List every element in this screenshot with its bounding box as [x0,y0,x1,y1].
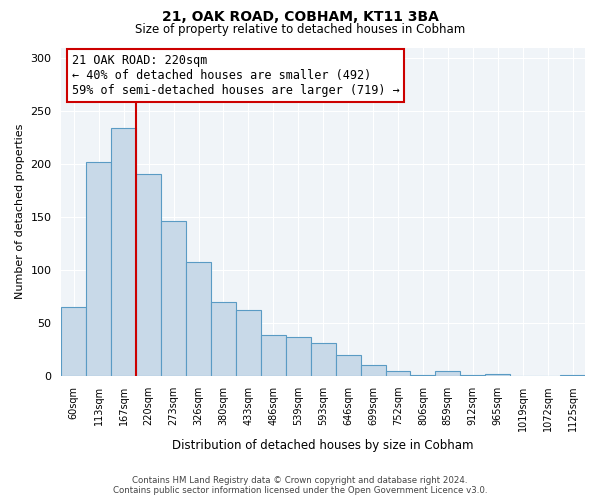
Bar [211,302,236,376]
Bar [361,366,386,376]
Text: Contains HM Land Registry data © Crown copyright and database right 2024.
Contai: Contains HM Land Registry data © Crown c… [113,476,487,495]
Bar [86,162,111,376]
Bar [311,343,335,376]
Bar [236,310,261,376]
Bar [386,370,410,376]
Bar [286,336,311,376]
Bar [335,355,361,376]
Bar [136,174,161,376]
Bar [161,222,186,376]
Text: 21, OAK ROAD, COBHAM, KT11 3BA: 21, OAK ROAD, COBHAM, KT11 3BA [161,10,439,24]
Text: Size of property relative to detached houses in Cobham: Size of property relative to detached ho… [135,22,465,36]
Y-axis label: Number of detached properties: Number of detached properties [15,124,25,300]
Bar [111,128,136,376]
Bar [186,262,211,376]
Bar [485,374,510,376]
Bar [560,375,585,376]
Bar [436,370,460,376]
Text: 21 OAK ROAD: 220sqm
← 40% of detached houses are smaller (492)
59% of semi-detac: 21 OAK ROAD: 220sqm ← 40% of detached ho… [72,54,400,97]
Bar [261,334,286,376]
Bar [410,375,436,376]
Bar [61,307,86,376]
Bar [460,375,485,376]
X-axis label: Distribution of detached houses by size in Cobham: Distribution of detached houses by size … [172,440,474,452]
